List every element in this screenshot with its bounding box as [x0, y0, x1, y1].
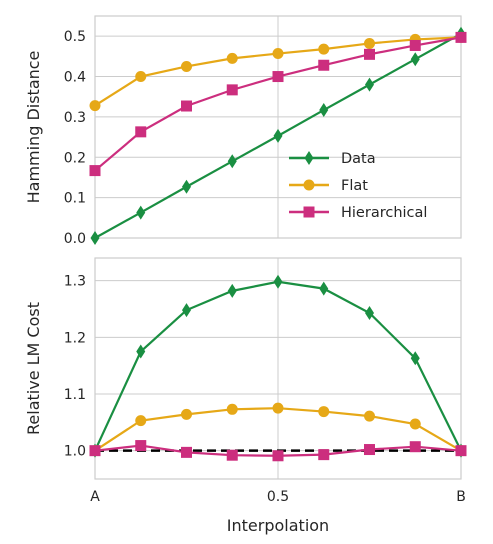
legend-marker: [304, 151, 314, 165]
data-point: [319, 103, 329, 118]
data-point: [364, 444, 375, 456]
data-point: [364, 37, 375, 49]
legend: Data Flat Hierarchical: [289, 151, 427, 221]
data-point: [227, 283, 237, 298]
data-point: [181, 100, 192, 112]
series-data: [90, 26, 466, 245]
data-point: [455, 31, 467, 43]
data-point: [135, 126, 147, 138]
data-point: [410, 351, 420, 366]
data-point: [89, 445, 101, 457]
legend-entry: Flat: [289, 178, 368, 194]
data-point: [364, 410, 375, 422]
x-tick-label: 0.5: [267, 489, 289, 505]
y-tick-label: 1.0: [64, 444, 86, 460]
data-point: [226, 449, 238, 461]
data-point: [135, 71, 147, 83]
data-point: [409, 418, 421, 430]
y-tick-label: 1.1: [64, 387, 86, 403]
data-point: [455, 445, 467, 457]
y-tick-label: 0.3: [64, 110, 86, 126]
x-tick-label: B: [456, 489, 466, 505]
hamming-distance-panel: 0.0 0.1 0.2 0.3 0.4 0.5 Hamming Distance Data Fl…: [24, 15, 467, 247]
lm-cost-panel: 1.0 1.1 1.2 1.3 Relative LM Cost A 0.5 B: [24, 257, 467, 505]
legend-entry: Hierarchical: [289, 205, 427, 221]
y-tick-label: 1.2: [64, 330, 86, 346]
series-hierarchical: [89, 31, 467, 177]
data-point: [226, 52, 238, 64]
legend-entry: Data: [289, 151, 376, 167]
x-axis-label: Interpolation: [227, 516, 329, 535]
data-point: [409, 441, 421, 453]
data-point: [319, 281, 329, 296]
data-point: [226, 84, 238, 96]
plot-frame: [94, 15, 462, 239]
y-tick-label: 0.1: [64, 191, 86, 207]
data-point: [182, 179, 191, 194]
series-hierarchical: [89, 440, 467, 462]
data-point: [272, 450, 284, 462]
data-point: [318, 406, 330, 418]
data-point: [272, 48, 284, 60]
legend-label: Hierarchical: [341, 205, 427, 221]
data-point: [135, 415, 147, 427]
data-point: [272, 402, 284, 414]
legend-marker: [303, 206, 315, 218]
data-point: [227, 154, 237, 169]
legend-label: Data: [341, 151, 376, 167]
y-axis-label: Relative LM Cost: [24, 302, 43, 435]
legend-marker: [303, 179, 315, 191]
data-point: [365, 305, 374, 320]
y-tick-label: 0.2: [64, 150, 86, 166]
data-point: [135, 440, 147, 452]
data-point: [364, 48, 375, 60]
data-point: [136, 205, 146, 220]
data-point: [89, 165, 101, 177]
data-point: [272, 71, 284, 83]
data-point: [136, 344, 146, 359]
data-point: [409, 39, 421, 51]
data-point: [410, 52, 420, 67]
data-point: [318, 43, 330, 55]
y-tick-label: 0.0: [64, 231, 86, 247]
data-point: [365, 77, 374, 92]
data-point: [273, 274, 283, 289]
data-point: [182, 303, 191, 318]
data-point: [90, 231, 100, 245]
legend-label: Flat: [341, 178, 368, 194]
data-point: [181, 408, 192, 420]
data-point: [318, 449, 330, 461]
y-tick-label: 1.3: [64, 274, 86, 290]
y-axis-label: Hamming Distance: [24, 51, 43, 204]
plot-frame: [94, 257, 462, 480]
data-point: [181, 446, 192, 458]
data-point: [318, 59, 330, 71]
x-tick-label: A: [90, 489, 100, 505]
y-tick-label: 0.4: [64, 70, 86, 86]
data-point: [273, 128, 283, 143]
data-point: [89, 100, 101, 112]
data-point: [181, 60, 192, 72]
y-tick-label: 0.5: [64, 29, 86, 45]
data-point: [226, 403, 238, 415]
